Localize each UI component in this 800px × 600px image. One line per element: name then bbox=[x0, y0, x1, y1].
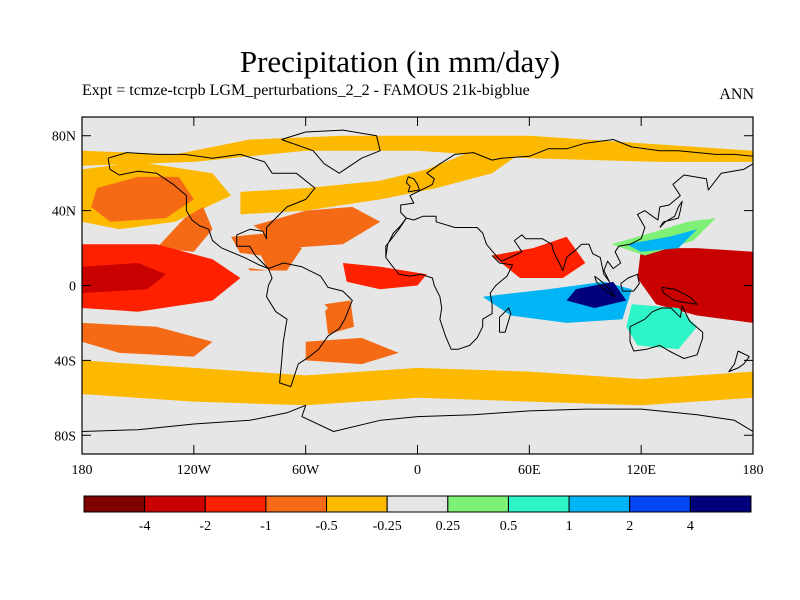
legend-label: -0.5 bbox=[315, 519, 337, 534]
legend-swatch bbox=[265, 495, 328, 513]
contour-amazon-green bbox=[283, 289, 328, 327]
legend-swatch bbox=[507, 495, 570, 513]
coastline-british-isles bbox=[405, 176, 420, 193]
legend-label: 2 bbox=[626, 519, 633, 534]
legend-label: -0.25 bbox=[373, 519, 402, 534]
y-tick-label: 40N bbox=[52, 205, 76, 220]
contour-africa-green bbox=[451, 274, 485, 312]
x-tick-label: 60E bbox=[518, 463, 541, 478]
legend-swatch bbox=[326, 495, 388, 513]
contour-australia-blue bbox=[626, 304, 698, 350]
contour-southern-ocean-band bbox=[82, 360, 753, 406]
contour-south-pacific-orange bbox=[82, 322, 213, 357]
x-tick-label: 120E bbox=[626, 463, 656, 478]
contour-north-pacific-orange bbox=[91, 176, 194, 222]
contour-indian-ocean-core bbox=[566, 281, 627, 308]
x-tick-label: 120W bbox=[177, 463, 212, 478]
x-tick-label: 180 bbox=[72, 463, 93, 478]
y-tick-label: 80S bbox=[54, 429, 76, 444]
contour-china-blue bbox=[626, 229, 698, 252]
coastline-africa-eurasia bbox=[385, 139, 753, 350]
legend-swatch bbox=[689, 495, 752, 513]
y-tick-label: 0 bbox=[69, 280, 76, 295]
axis-ticks: 80N 40N 0 40S 80S 180 120W 60W 0 60E 120E 180 bbox=[52, 117, 764, 478]
y-tick-label: 40S bbox=[54, 354, 76, 369]
coastline-new-guinea bbox=[661, 286, 698, 305]
coastline-antarctica bbox=[82, 404, 753, 432]
contour-north-atlantic-band bbox=[240, 147, 530, 215]
coastline-greenland bbox=[281, 129, 381, 174]
y-tick-label: 80N bbox=[52, 130, 76, 145]
legend-label: 0.5 bbox=[500, 519, 518, 534]
legend-swatch bbox=[629, 495, 691, 513]
contour-south-america-east-orange bbox=[324, 300, 355, 335]
coastline-sumatra bbox=[594, 275, 616, 298]
coastline-north-america bbox=[107, 152, 316, 270]
legend-label: 4 bbox=[687, 519, 694, 534]
legend-swatch bbox=[204, 495, 267, 513]
legend-swatch bbox=[568, 495, 631, 513]
legend-swatch bbox=[447, 495, 509, 513]
legend-label: -2 bbox=[199, 519, 211, 534]
coastline-borneo bbox=[620, 273, 640, 292]
x-tick-label: 60W bbox=[292, 463, 320, 478]
coastline-new-zealand bbox=[728, 350, 750, 373]
plot-title: Precipitation (in mm/day) bbox=[239, 44, 561, 79]
coastline-australia bbox=[629, 305, 704, 359]
x-tick-label: 0 bbox=[414, 463, 421, 478]
coastline-madagascar bbox=[499, 307, 512, 333]
color-legend: -4 -2 -1 -0.5 -0.25 0.25 0.5 1 2 4 bbox=[83, 495, 752, 534]
contour-atlantic-itcz-red bbox=[342, 263, 427, 290]
legend-label: 0.25 bbox=[436, 519, 461, 534]
season-label: ANN bbox=[719, 86, 754, 103]
legend-swatch bbox=[83, 495, 146, 513]
contour-central-america-green bbox=[231, 251, 269, 271]
legend-swatch bbox=[144, 495, 206, 513]
contour-ne-pacific-orange bbox=[156, 206, 213, 252]
x-tick-label: 180 bbox=[743, 463, 764, 478]
legend-label: -4 bbox=[139, 519, 151, 534]
legend-label: 1 bbox=[566, 519, 573, 534]
contour-west-pacific-red bbox=[637, 248, 753, 323]
contour-atlantic-orange bbox=[253, 206, 381, 249]
legend-swatch bbox=[386, 495, 449, 513]
coastline-south-america bbox=[266, 262, 353, 388]
contour-south-atlantic-orange bbox=[305, 337, 399, 365]
coastline-japan bbox=[659, 200, 683, 228]
coastline-layer bbox=[82, 129, 753, 432]
legend-label: -1 bbox=[260, 519, 272, 534]
contour-east-pacific-core bbox=[82, 263, 166, 293]
experiment-subtitle: Expt = tcmze-tcrpb LGM_perturbations_2_2… bbox=[82, 82, 530, 99]
